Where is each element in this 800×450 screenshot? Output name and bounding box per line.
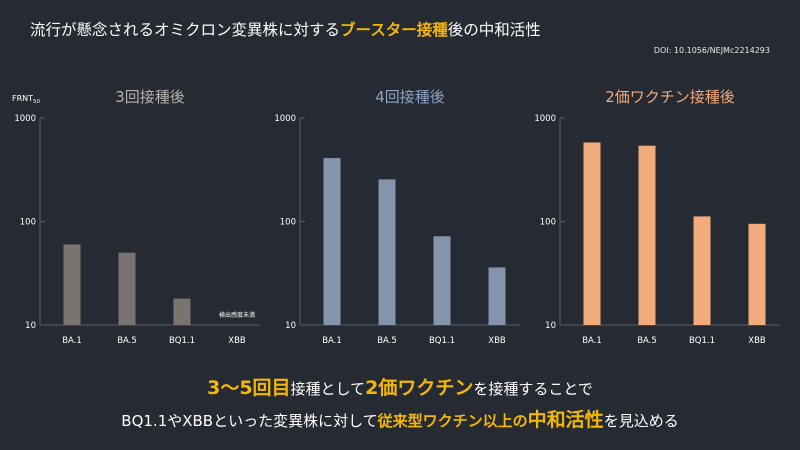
footer-text-1b: 接種として [290,380,366,398]
footer-text-2a: BQ1.1やXBBといった変異株に対して [121,412,378,430]
bar [323,158,341,325]
y-tick-label: 10 [285,321,296,331]
doi-reference: DOI: 10.1056/NEJMc2214293 [653,46,770,55]
below-detection-annotation: 検出感度未満 [219,311,255,319]
bar [63,244,81,325]
title-highlight: ブースター接種 [340,21,448,39]
bar [118,252,136,325]
y-axis-label-subscript: 50 [33,99,40,105]
y-axis-label: FRNT50 [12,94,41,105]
panel-title: 4回接種後 [375,88,445,106]
x-category-label: XBB [488,336,506,346]
y-tick-label: 1000 [274,114,296,124]
y-tick-label: 10 [545,321,556,331]
footer-line-2: BQ1.1やXBBといった変異株に対して従来型ワクチン以上の中和活性を見込める [0,405,800,432]
page-title: 流行が懸念されるオミクロン変異株に対するブースター接種後の中和活性 [30,18,541,40]
panel-title: 2価ワクチン接種後 [605,88,735,106]
y-axis-label-text: FRNT [12,94,33,103]
y-tick-label: 100 [20,218,36,228]
y-tick-label: 1000 [14,114,36,124]
x-category-label: BA.5 [117,336,137,346]
x-category-label: XBB [748,336,766,346]
bar [748,223,766,325]
footer-highlight-doses: 3～5回目 [207,377,291,399]
y-tick-label: 10 [25,321,36,331]
x-category-label: BA.5 [637,336,657,346]
bar [433,236,451,325]
bar [693,216,711,325]
footer-line-1: 3～5回目接種として2価ワクチンを接種することで [0,373,800,400]
x-category-label: BQ1.1 [429,336,455,346]
footer-text-1d: を接種することで [473,380,593,398]
y-tick-label: 100 [280,218,296,228]
x-category-label: BA.1 [322,336,342,346]
footer-highlight-neutralizing: 中和活性 [527,409,604,431]
bar [488,267,506,325]
x-category-label: XBB [228,336,246,346]
x-category-label: BA.1 [582,336,602,346]
bar [583,142,601,325]
y-tick-label: 100 [540,218,556,228]
bar [173,298,191,325]
footer-text-2d: を見込める [603,412,679,430]
footer-highlight-bivalent: 2価ワクチン [365,377,474,399]
x-category-label: BA.5 [377,336,397,346]
x-category-label: BQ1.1 [689,336,715,346]
title-prefix: 流行が懸念されるオミクロン変異株に対する [30,21,341,39]
y-tick-label: 1000 [534,114,556,124]
bar [638,145,656,325]
title-suffix: 後の中和活性 [447,21,541,39]
panel-title: 3回接種後 [115,88,185,106]
x-category-label: BA.1 [62,336,82,346]
bar [378,179,396,325]
footer-highlight-conventional: 従来型ワクチン以上の [377,412,528,430]
x-category-label: BQ1.1 [169,336,195,346]
